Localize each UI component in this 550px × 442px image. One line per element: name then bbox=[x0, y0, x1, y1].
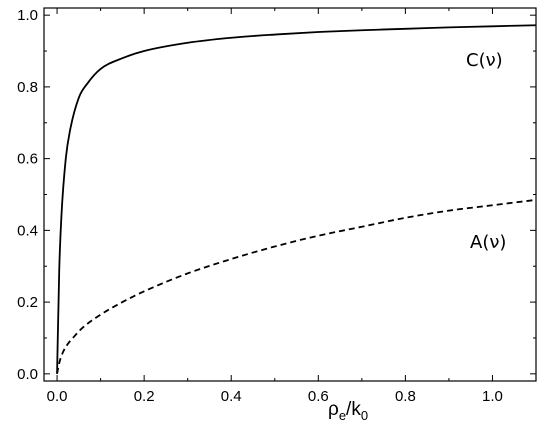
series-line-c bbox=[56, 24, 537, 374]
series-label-c: C(ν) bbox=[466, 50, 503, 71]
x-tick-label: 0.2 bbox=[134, 388, 155, 405]
series-label-a: A(ν) bbox=[470, 232, 506, 253]
x-axis-label: ρe/k0 bbox=[328, 399, 368, 423]
x-tick-label: 0.6 bbox=[308, 388, 329, 405]
y-tick-label: 0.8 bbox=[17, 79, 38, 96]
series-line-a bbox=[56, 198, 537, 375]
y-tick-label: 0.6 bbox=[17, 151, 38, 168]
y-tick-label: 0.2 bbox=[17, 294, 38, 311]
x-axis-label-sub1: e bbox=[339, 408, 346, 423]
series-group bbox=[56, 24, 537, 375]
x-axis-label-mid: /k bbox=[346, 399, 361, 420]
y-tick-label: 0.0 bbox=[17, 366, 38, 383]
y-tick-label: 1.0 bbox=[17, 7, 38, 24]
x-tick-label: 0.0 bbox=[47, 388, 68, 405]
tick-group: 0.0 0.2 0.4 0.6 0.8 1.0 0.0 0.2 0.4 0.6 0.8 1.0 bbox=[17, 7, 537, 405]
x-axis-label-sub2: 0 bbox=[361, 408, 368, 423]
x-tick-label: 1.0 bbox=[482, 388, 503, 405]
x-tick-label: 0.4 bbox=[221, 388, 242, 405]
y-tick-label: 0.4 bbox=[17, 222, 38, 239]
x-axis-label-base: ρ bbox=[328, 399, 339, 420]
x-tick-label: 0.8 bbox=[395, 388, 416, 405]
plot-frame bbox=[43, 7, 537, 382]
